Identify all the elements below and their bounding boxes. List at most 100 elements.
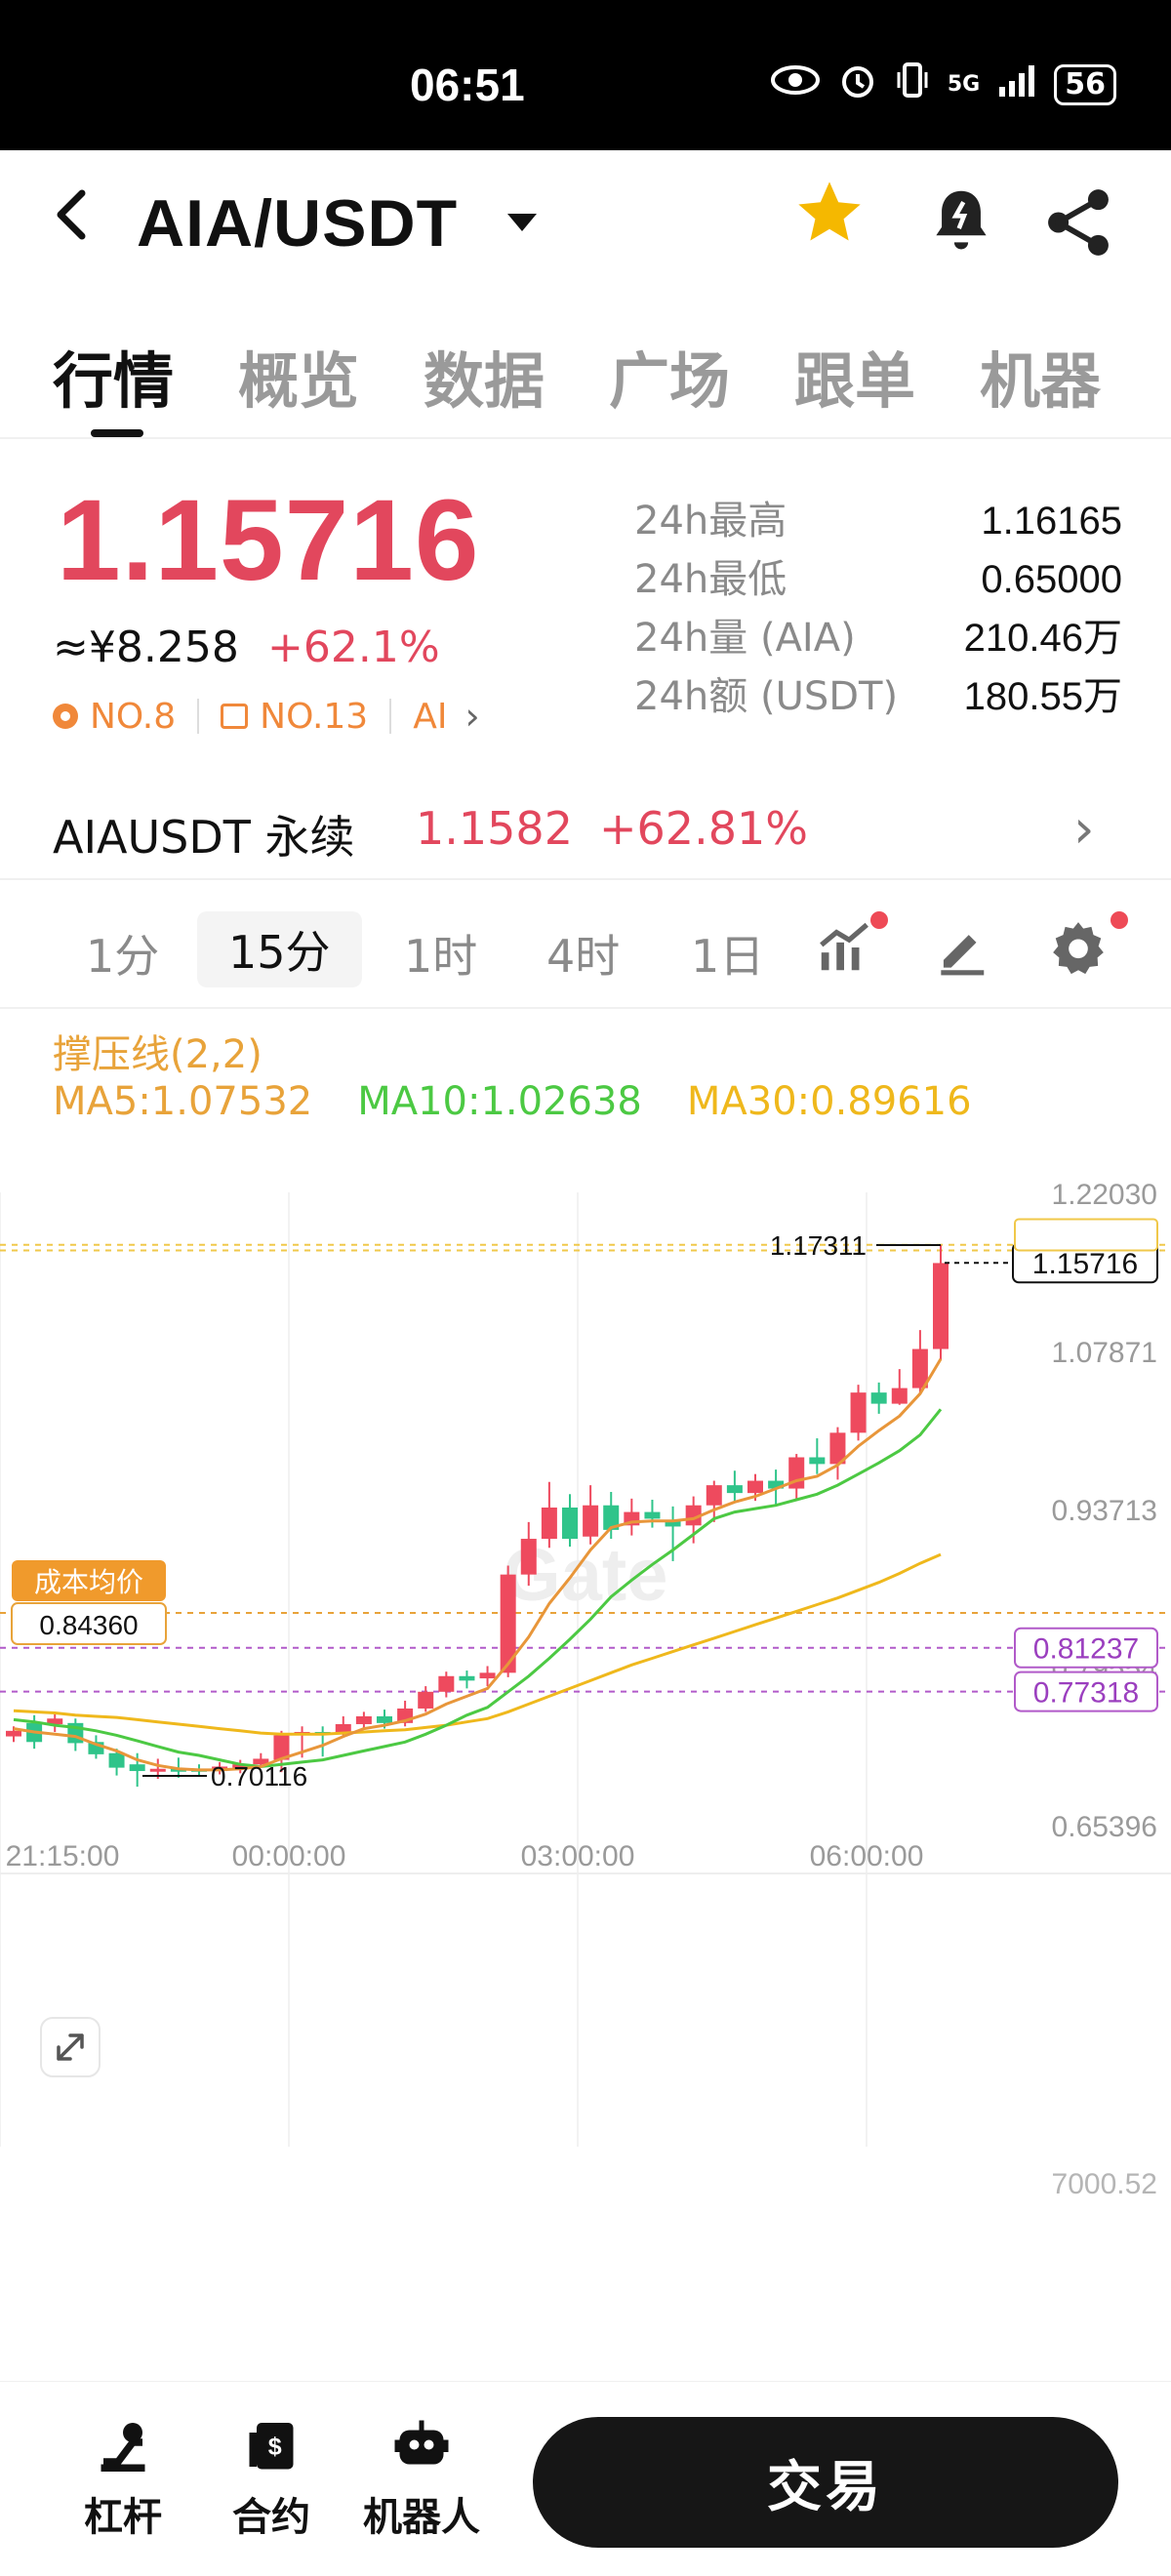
- candle: [870, 1392, 887, 1404]
- level-label: 0.77318: [1033, 1677, 1139, 1710]
- battery-indicator: 56: [1054, 63, 1116, 105]
- ma5-line: [13, 1358, 943, 1772]
- candle: [170, 1768, 186, 1772]
- x-tick-label: 21:15:00: [6, 1840, 120, 1872]
- caret-down-icon[interactable]: [505, 205, 539, 244]
- draw-pencil-icon[interactable]: [931, 917, 991, 978]
- futures-contract-icon: $: [203, 2417, 340, 2477]
- nav-bot[interactable]: 机器人: [353, 2417, 490, 2542]
- candle: [850, 1392, 867, 1433]
- tab-market[interactable]: 行情: [53, 345, 175, 417]
- vibrate-icon: [895, 60, 930, 108]
- candle: [273, 1735, 290, 1760]
- interval-bar: 1分 15分 1时 4时 1日: [0, 882, 1171, 1009]
- tab-bots[interactable]: 机器: [980, 345, 1102, 417]
- interval-1h[interactable]: 1时: [404, 930, 478, 983]
- candle: [747, 1480, 763, 1494]
- candle: [520, 1539, 537, 1575]
- tab-square[interactable]: 广场: [609, 345, 731, 417]
- interval-4h[interactable]: 4时: [546, 930, 621, 983]
- rank-chart-icon: [221, 704, 249, 729]
- svg-text:$: $: [268, 2434, 282, 2461]
- indicators-icon[interactable]: [814, 917, 874, 978]
- tab-data[interactable]: 数据: [424, 345, 545, 417]
- tab-overview[interactable]: 概览: [238, 345, 360, 417]
- price-change-percent: +62.1%: [267, 623, 440, 672]
- ma10-line: [13, 1408, 943, 1769]
- stat-low: 24h最低 0.65000: [634, 557, 1122, 602]
- support-resistance-label[interactable]: 撑压线(2,2): [53, 1032, 262, 1077]
- candle: [562, 1508, 578, 1540]
- ma30-line: [13, 1552, 942, 1736]
- volume-y-tick: 7000.52: [1052, 2168, 1157, 2195]
- candle: [829, 1432, 846, 1465]
- expand-icon[interactable]: [40, 2017, 101, 2077]
- ma-legend: MA5:1.07532 MA10:1.02638 MA30:0.89616: [53, 1079, 972, 1124]
- cost-average-box: [11, 1602, 167, 1646]
- candle: [706, 1485, 722, 1506]
- tab-copy-trade[interactable]: 跟单: [794, 345, 916, 417]
- bottom-nav: 杠杆 $ 合约 机器人 交易: [0, 2381, 1171, 2576]
- candle: [500, 1574, 516, 1673]
- x-tick-label: 00:00:00: [232, 1840, 346, 1872]
- nav-margin[interactable]: 杠杆: [55, 2417, 191, 2542]
- trade-button[interactable]: 交易: [533, 2417, 1118, 2548]
- cost-average-tag: [12, 1560, 166, 1602]
- category-tag: AI: [413, 696, 448, 737]
- network-label: 5G: [947, 72, 981, 97]
- y-tick-label: 0.93713: [1052, 1495, 1157, 1527]
- notification-dot: [870, 911, 888, 929]
- share-icon[interactable]: [1044, 185, 1118, 260]
- perpetual-contract-row[interactable]: AIAUSDT 永续 1.1582 +62.81% ›: [0, 781, 1171, 880]
- candle: [541, 1508, 557, 1540]
- ma30-label: MA30:0.89616: [686, 1079, 972, 1124]
- rank-row[interactable]: NO.8 NO.13 AI ›: [53, 695, 480, 738]
- candle: [809, 1457, 826, 1465]
- y-tick-label: 0.65396: [1052, 1811, 1157, 1843]
- stat-turnover: 24h额 (USDT) 180.55万: [634, 674, 1122, 719]
- ma10-label: MA10:1.02638: [357, 1079, 642, 1124]
- interval-15m[interactable]: 15分: [197, 911, 362, 987]
- candle: [232, 1764, 249, 1768]
- level-box: [1014, 1670, 1158, 1712]
- candle: [355, 1715, 372, 1724]
- candle: [418, 1691, 434, 1709]
- stat-high: 24h最高 1.16165: [634, 499, 1122, 543]
- candle: [459, 1675, 475, 1681]
- interval-1d[interactable]: 1日: [691, 930, 765, 983]
- perpetual-price: 1.1582: [416, 802, 573, 855]
- candle: [149, 1768, 166, 1772]
- favorite-star-icon[interactable]: [792, 176, 867, 267]
- rank-label-1: NO.8: [90, 696, 177, 737]
- nav-futures[interactable]: $ 合约: [203, 2417, 340, 2542]
- resistance-box: [1014, 1218, 1158, 1252]
- margin-icon: [55, 2417, 191, 2477]
- level-box: [1014, 1627, 1158, 1669]
- interval-1m[interactable]: 1分: [86, 930, 160, 983]
- x-tick-label: 06:00:00: [810, 1840, 924, 1872]
- rank-label-2: NO.13: [260, 696, 369, 737]
- pair-title[interactable]: AIA/USDT: [137, 186, 459, 261]
- back-icon[interactable]: [49, 185, 107, 254]
- notification-dot: [1110, 911, 1128, 929]
- signal-icon: [997, 63, 1036, 105]
- robot-icon: [353, 2417, 490, 2477]
- price-cny: ≈¥8.258: [53, 623, 239, 672]
- status-bar: 06:51 5G 56: [0, 0, 1171, 150]
- y-tick-label: 1.07871: [1052, 1337, 1157, 1369]
- last-price: 1.15716: [57, 476, 480, 605]
- candle: [108, 1752, 125, 1768]
- price-alert-bell-icon[interactable]: [927, 185, 995, 254]
- settings-gear-icon[interactable]: [1048, 917, 1109, 978]
- perpetual-name: AIAUSDT 永续: [53, 811, 355, 864]
- candle: [253, 1758, 269, 1765]
- y-tick-label: 1.22030: [1052, 1179, 1157, 1211]
- candle: [6, 1730, 21, 1737]
- candle: [911, 1348, 928, 1389]
- status-time: 06:51: [410, 60, 525, 110]
- candle: [438, 1675, 455, 1692]
- candlestick-chart[interactable]: Gate 1.220301.078710.937130.795540.65396…: [0, 1171, 1171, 2195]
- level-label: 0.81237: [1033, 1633, 1139, 1666]
- main-tabs: 行情 概览 数据 广场 跟单 机器: [0, 293, 1171, 439]
- x-tick-label: 03:00:00: [521, 1840, 635, 1872]
